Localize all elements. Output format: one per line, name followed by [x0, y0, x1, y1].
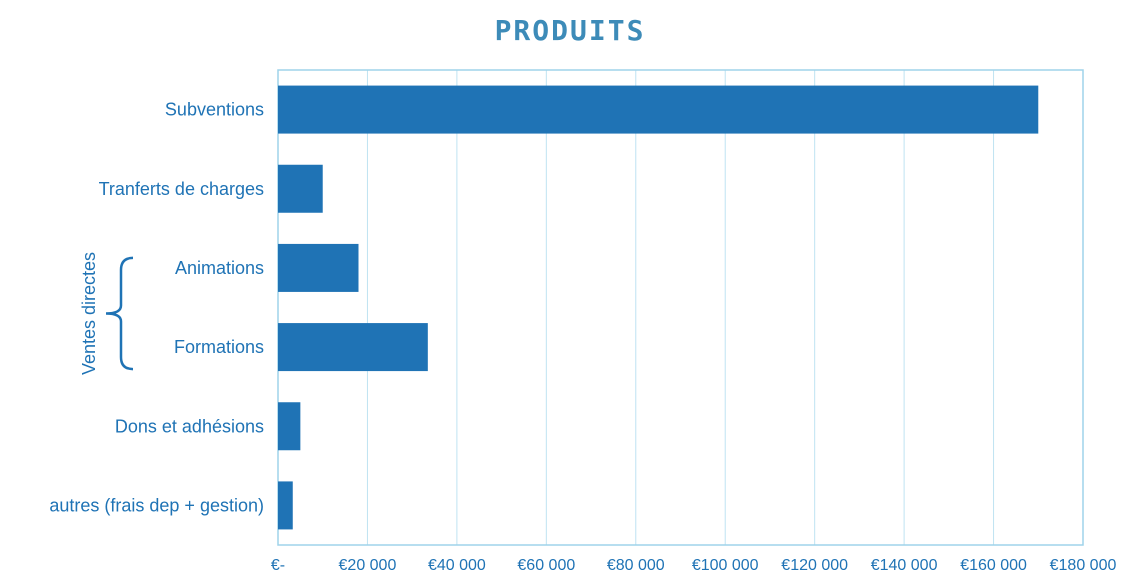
- bar: [278, 243, 359, 292]
- category-label: Animations: [175, 258, 264, 278]
- category-label: Dons et adhésions: [115, 416, 264, 436]
- group-label: Ventes directes: [79, 252, 99, 375]
- x-tick-label: €180 000: [1050, 557, 1117, 574]
- x-tick-label: €160 000: [960, 557, 1027, 574]
- group-annotation: Ventes directes: [79, 252, 134, 375]
- bar: [278, 481, 293, 530]
- plot-frame: [277, 69, 1084, 546]
- category-labels: Subventions Tranferts de charges Animation…: [49, 100, 264, 516]
- bars: [278, 85, 1039, 530]
- x-tick-label: €80 000: [607, 557, 665, 574]
- bar: [278, 85, 1039, 134]
- bar: [278, 164, 323, 213]
- x-tick-label: €100 000: [692, 557, 759, 574]
- x-tick-labels: €- €20 000 €40 000 €60 000 €80 000 €100 000 €1…: [271, 557, 1117, 574]
- x-tick-label: €40 000: [428, 557, 486, 574]
- category-label: autres (frais dep + gestion): [49, 495, 264, 515]
- gridlines: [277, 70, 1084, 545]
- group-brace: [105, 256, 134, 371]
- x-tick-label: €140 000: [871, 557, 938, 574]
- bar: [278, 402, 301, 451]
- category-label: Tranferts de charges: [99, 179, 264, 199]
- x-tick-label: €-: [271, 557, 285, 574]
- x-tick-label: €60 000: [517, 557, 575, 574]
- category-label: Subventions: [165, 100, 264, 120]
- chart-title: PRODUITS: [494, 14, 646, 47]
- x-tick-label: €120 000: [781, 557, 848, 574]
- category-label: Formations: [174, 337, 264, 357]
- bar: [278, 323, 428, 372]
- x-tick-label: €20 000: [339, 557, 397, 574]
